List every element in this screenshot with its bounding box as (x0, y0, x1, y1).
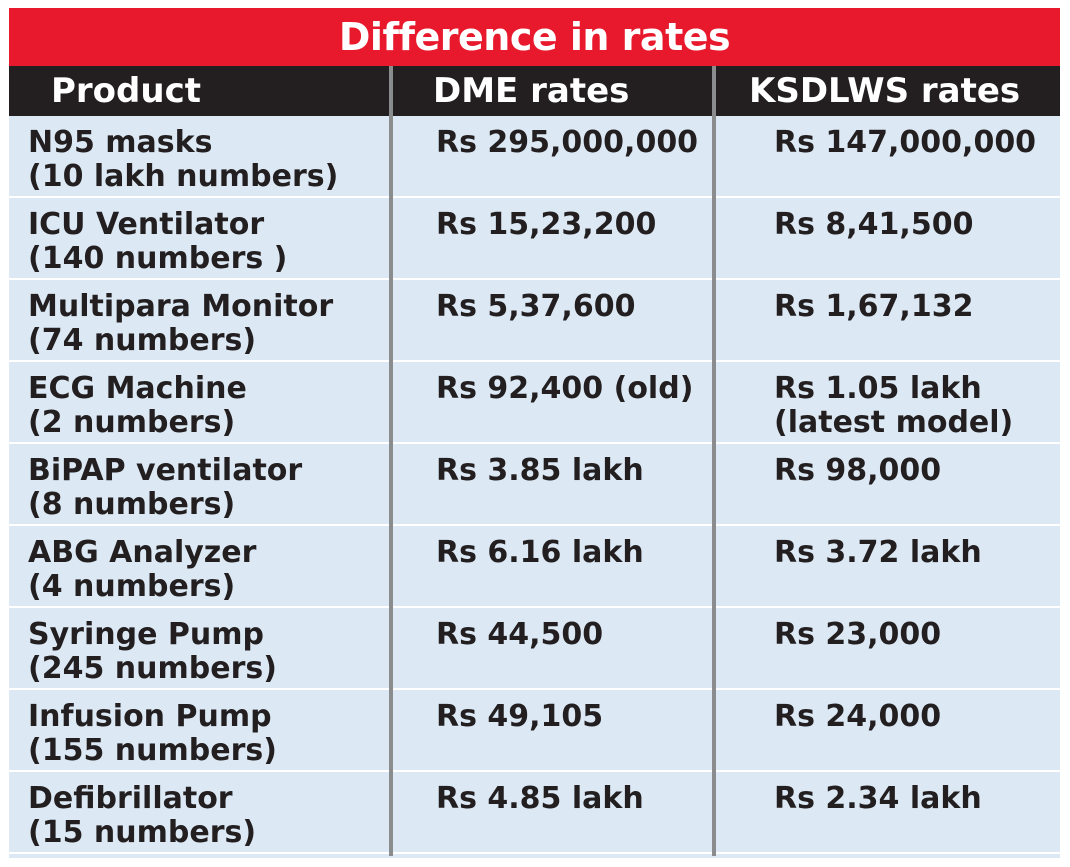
product-cell-line: Multipara Monitor (28, 289, 334, 324)
dme-rate-cell-line: Rs 49,105 (436, 699, 604, 734)
product-cell: ECG Machine (2 numbers) (28, 372, 247, 440)
column-divider-1 (389, 66, 393, 856)
dme-rate-cell-line: Rs 15,23,200 (436, 207, 657, 242)
product-cell-line: (10 lakh numbers) (28, 159, 339, 194)
dme-rate-cell: Rs 295,000,000 (436, 126, 698, 160)
ksdlws-rate-cell: Rs 2.34 lakh (774, 782, 982, 816)
product-cell: ICU Ventilator (140 numbers ) (28, 208, 287, 276)
product-cell-line: (155 numbers) (28, 733, 277, 768)
product-cell: Syringe Pump (245 numbers) (28, 618, 277, 686)
dme-rate-cell: Rs 4.85 lakh (436, 782, 644, 816)
product-cell-line: (15 numbers) (28, 815, 257, 850)
product-cell-line: BiPAP ventilator (28, 453, 303, 488)
ksdlws-rate-cell: Rs 147,000,000 (774, 126, 1036, 160)
table-row: ECG Machine (2 numbers) Rs 92,400 (old) Rs … (9, 362, 1060, 444)
product-cell-line: (8 numbers) (28, 487, 236, 522)
product-cell-line: Defibrillator (28, 781, 233, 816)
dme-rate-cell-line: Rs 5,37,600 (436, 289, 636, 324)
ksdlws-rate-cell: Rs 24,000 (774, 700, 941, 734)
product-cell-line: Syringe Pump (28, 617, 264, 652)
product-cell-line: (4 numbers) (28, 569, 236, 604)
table-row: Multipara Monitor (74 numbers) Rs 5,37,600… (9, 280, 1060, 362)
dme-rate-cell: Rs 3.85 lakh (436, 454, 644, 488)
product-cell-line: (2 numbers) (28, 405, 236, 440)
table-row: N95 masks (10 lakh numbers) Rs 295,000,000… (9, 116, 1060, 198)
table-row: Syringe Pump (245 numbers) Rs 44,500 Rs 23,… (9, 608, 1060, 690)
ksdlws-rate-cell-line: Rs 23,000 (774, 617, 942, 652)
header-dme-rates: DME rates (433, 71, 630, 111)
product-cell: BiPAP ventilator (8 numbers) (28, 454, 302, 522)
ksdlws-rate-cell: Rs 23,000 (774, 618, 941, 652)
product-cell-line: (245 numbers) (28, 651, 277, 686)
ksdlws-rate-cell-line: Rs 1.05 lakh (774, 371, 982, 406)
product-cell-line: ECG Machine (28, 371, 247, 406)
dme-rate-cell: Rs 92,400 (old) (436, 372, 693, 406)
ksdlws-rate-cell: Rs 1.05 lakh (latest model) (774, 372, 1013, 440)
ksdlws-rate-cell-line: Rs 147,000,000 (774, 125, 1037, 160)
product-cell: ABG Analyzer (4 numbers) (28, 536, 256, 604)
ksdlws-rate-cell: Rs 3.72 lakh (774, 536, 982, 570)
dme-rate-cell-line: Rs 44,500 (436, 617, 604, 652)
dme-rate-cell-line: Rs 92,400 (old) (436, 371, 694, 406)
column-divider-2 (712, 66, 716, 856)
product-cell: Infusion Pump (155 numbers) (28, 700, 277, 768)
ksdlws-rate-cell: Rs 8,41,500 (774, 208, 973, 242)
product-cell-line: ABG Analyzer (28, 535, 257, 570)
dme-rate-cell: Rs 5,37,600 (436, 290, 635, 324)
product-cell-line: ICU Ventilator (28, 207, 265, 242)
table-row: ABG Analyzer (4 numbers) Rs 6.16 lakh Rs 3.… (9, 526, 1060, 608)
dme-rate-cell: Rs 15,23,200 (436, 208, 656, 242)
ksdlws-rate-cell-line: Rs 8,41,500 (774, 207, 974, 242)
table-title: Difference in rates (9, 8, 1060, 66)
dme-rate-cell-line: Rs 3.85 lakh (436, 453, 644, 488)
dme-rate-cell-line: Rs 4.85 lakh (436, 781, 644, 816)
ksdlws-rate-cell-line: (latest model) (774, 405, 1014, 440)
ksdlws-rate-cell-line: Rs 24,000 (774, 699, 942, 734)
table-row: Defibrillator (15 numbers) Rs 4.85 lakh Rs … (9, 772, 1060, 854)
product-cell-line: N95 masks (28, 125, 213, 160)
rates-table: Difference in rates Product DME rates KS… (9, 8, 1060, 858)
table-row: ICU Ventilator (140 numbers ) Rs 15,23,200… (9, 198, 1060, 280)
product-cell: Defibrillator (15 numbers) (28, 782, 256, 850)
ksdlws-rate-cell: Rs 1,67,132 (774, 290, 973, 324)
product-cell-line: (140 numbers ) (28, 241, 288, 276)
product-cell: Multipara Monitor (74 numbers) (28, 290, 333, 358)
dme-rate-cell: Rs 6.16 lakh (436, 536, 644, 570)
dme-rate-cell: Rs 49,105 (436, 700, 603, 734)
dme-rate-cell: Rs 44,500 (436, 618, 603, 652)
table-row: Infusion Pump (155 numbers) Rs 49,105 Rs 2… (9, 690, 1060, 772)
product-cell-line: Infusion Pump (28, 699, 272, 734)
header-row: Product DME rates KSDLWS rates (9, 66, 1060, 116)
ksdlws-rate-cell-line: Rs 2.34 lakh (774, 781, 982, 816)
ksdlws-rate-cell: Rs 98,000 (774, 454, 941, 488)
dme-rate-cell-line: Rs 295,000,000 (436, 125, 699, 160)
dme-rate-cell-line: Rs 6.16 lakh (436, 535, 644, 570)
product-cell-line: (74 numbers) (28, 323, 257, 358)
ksdlws-rate-cell-line: Rs 98,000 (774, 453, 942, 488)
product-cell: N95 masks (10 lakh numbers) (28, 126, 338, 194)
table-row: BiPAP ventilator (8 numbers) Rs 3.85 lakh R… (9, 444, 1060, 526)
header-product: Product (51, 71, 201, 111)
header-ksdlws-rates: KSDLWS rates (749, 71, 1021, 111)
table-body: N95 masks (10 lakh numbers) Rs 295,000,000… (9, 116, 1060, 854)
ksdlws-rate-cell-line: Rs 1,67,132 (774, 289, 974, 324)
ksdlws-rate-cell-line: Rs 3.72 lakh (774, 535, 982, 570)
